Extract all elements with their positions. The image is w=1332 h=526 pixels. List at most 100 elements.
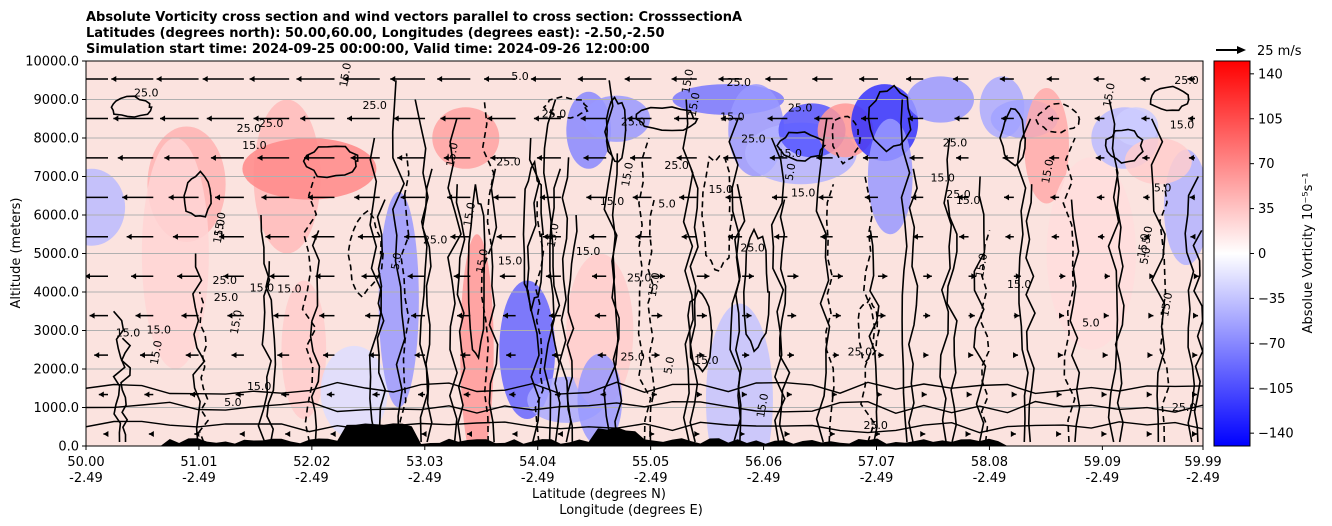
contour-label: 15.0 <box>277 283 302 296</box>
contour-label: 15.0 <box>930 172 955 185</box>
wind-vector-head <box>911 194 917 201</box>
wind-vector-head <box>965 431 971 437</box>
wind-vector-head <box>1146 431 1152 437</box>
x-tick-label-lat: 50.00 <box>67 455 104 470</box>
contour-line <box>860 176 876 443</box>
contour-label: 15.0 <box>694 354 719 367</box>
contour-line <box>467 184 486 361</box>
wind-vector-head <box>285 431 291 437</box>
wind-vector-head <box>440 115 446 122</box>
wind-vector-head <box>718 76 724 82</box>
contour-line <box>1149 85 1190 112</box>
wind-vector-head <box>253 115 259 122</box>
wind-vector-head <box>1010 431 1016 437</box>
wind-vector-head <box>744 352 750 359</box>
colorbar-tick-label: −35 <box>1258 292 1285 307</box>
contour-label: 25.0 <box>1172 401 1197 414</box>
contour-label: 25.0 <box>727 76 752 89</box>
wind-vector-head <box>1189 194 1195 201</box>
wind-vector-head <box>1193 312 1199 319</box>
wind-vector-head <box>131 273 137 280</box>
wind-vector-head <box>542 233 548 240</box>
wind-vector-head <box>219 233 225 240</box>
wind-vector-head <box>463 391 469 398</box>
contour-line <box>635 106 699 132</box>
contour-line <box>776 131 827 162</box>
wind-vector-head <box>300 115 306 122</box>
chart-title-line-2: Latitudes (degrees north): 50.00,60.00, … <box>86 26 665 41</box>
wind-vector-head <box>793 273 799 280</box>
wind-vector-head <box>833 352 839 359</box>
wind-vector-head <box>168 194 174 201</box>
wind-vector-head <box>864 194 870 201</box>
wind-vector-head <box>89 312 95 319</box>
contour-label: 15.0 <box>116 326 141 339</box>
colorbar-label: Absolue Vorticity 10⁻⁵s⁻¹ <box>1301 173 1316 334</box>
contour-label: 25.0 <box>134 87 159 100</box>
wind-vector-head <box>774 233 780 240</box>
wind-vector-head <box>496 233 502 240</box>
wind-vector-head <box>304 154 310 161</box>
wind-vector-head <box>952 76 958 82</box>
wind-vector-head <box>172 233 178 240</box>
wind-vector-head <box>484 76 490 82</box>
contour-label: 15.0 <box>242 139 267 152</box>
wind-vector-head <box>725 194 731 201</box>
y-tick-label: 0.0 <box>58 440 79 455</box>
chart-title-line-1: Absolute Vorticity cross section and win… <box>86 10 742 25</box>
wind-vector-head <box>156 76 162 82</box>
wind-vector-head <box>589 233 595 240</box>
contour-line <box>734 184 746 443</box>
wind-vector-head <box>1002 154 1008 161</box>
contour-line <box>907 168 919 443</box>
contour-label: 5.0 <box>224 396 242 409</box>
wind-vector-head <box>1192 391 1197 398</box>
contour-line <box>647 199 656 443</box>
contour-label: 5.0 <box>658 197 676 210</box>
wind-vector-head <box>557 431 563 437</box>
wind-vector-head <box>265 233 271 240</box>
wind-vector-head <box>71 155 76 161</box>
wind-vector-head <box>223 273 229 280</box>
wind-vector-head <box>111 76 117 82</box>
wind-vector-head <box>966 391 972 398</box>
wind-vector-head <box>723 154 729 161</box>
wind-vector-head <box>76 194 81 200</box>
wind-vector-head <box>361 273 367 280</box>
contour-line <box>86 381 1203 395</box>
wind-vector-head <box>437 76 443 82</box>
wind-vector-head <box>632 194 638 201</box>
wind-vector-head <box>657 312 663 319</box>
wind-vector-head <box>959 233 965 240</box>
x-tick-label-lon: -2.49 <box>1186 471 1220 486</box>
contour-label: 15.0 <box>1101 82 1118 108</box>
contour-label: 15.0 <box>247 380 272 393</box>
wind-vector-head <box>954 115 960 122</box>
colorbar-tick-label: −70 <box>1258 337 1285 352</box>
contour-label: 25.0 <box>664 159 689 172</box>
wind-vector-head <box>820 233 826 240</box>
wind-vector-head <box>1097 233 1103 240</box>
wind-vector-head <box>390 76 396 82</box>
wind-vector-head <box>457 312 463 319</box>
wind-vector-head <box>453 273 459 280</box>
wind-vector-head <box>139 352 145 359</box>
wind-vector-head <box>467 431 473 437</box>
wind-vector-head <box>210 154 216 161</box>
wind-vector-head <box>878 352 884 359</box>
contour-line <box>421 168 433 443</box>
x-tick-label-lat: 57.07 <box>858 455 895 470</box>
x-tick-label-lon: -2.49 <box>973 471 1007 486</box>
wind-vector-head <box>921 391 927 398</box>
x-tick-label-lon: -2.49 <box>182 471 216 486</box>
wind-vector-head <box>1188 154 1194 161</box>
wind-vector-head <box>812 76 818 82</box>
wind-vector-head <box>1057 352 1063 359</box>
wind-vector-head <box>1015 273 1021 280</box>
wind-vector-head <box>86 273 90 280</box>
wind-vector-head <box>971 273 977 280</box>
wind-vector-head <box>592 273 598 280</box>
wind-vector-head <box>699 352 705 359</box>
contour-label: 15.0 <box>545 222 562 248</box>
contour-line <box>542 95 590 119</box>
